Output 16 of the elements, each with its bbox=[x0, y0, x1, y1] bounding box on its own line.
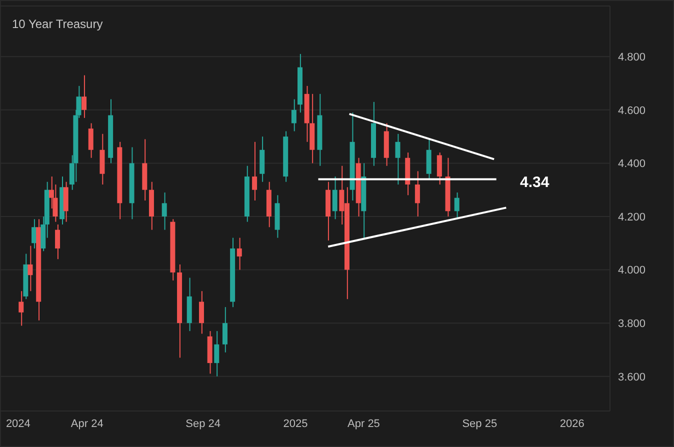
y-tick-label: 4.000 bbox=[618, 264, 646, 277]
x-tick-label: Apr 25 bbox=[348, 418, 380, 430]
y-tick-label: 4.400 bbox=[618, 158, 646, 170]
x-tick-label: Sep 25 bbox=[462, 418, 498, 430]
y-tick-label: 4.600 bbox=[618, 104, 646, 117]
x-tick-label: Apr 24 bbox=[70, 418, 104, 430]
x-tick-label: Sep 24 bbox=[186, 418, 221, 430]
text: 10 Year Treasury bbox=[12, 17, 103, 31]
x-tick-label: 2025 bbox=[283, 418, 308, 430]
x-tick-label: 2026 bbox=[560, 418, 584, 430]
y-tick-label: 3.800 bbox=[618, 318, 646, 330]
y-tick-label: 4.200 bbox=[618, 211, 646, 224]
annotation: 4.34 bbox=[520, 174, 550, 191]
y-tick-label: 4.800 bbox=[618, 52, 646, 64]
y-tick-label: 3.600 bbox=[618, 371, 646, 384]
x-tick-label: 2024 bbox=[6, 418, 30, 430]
